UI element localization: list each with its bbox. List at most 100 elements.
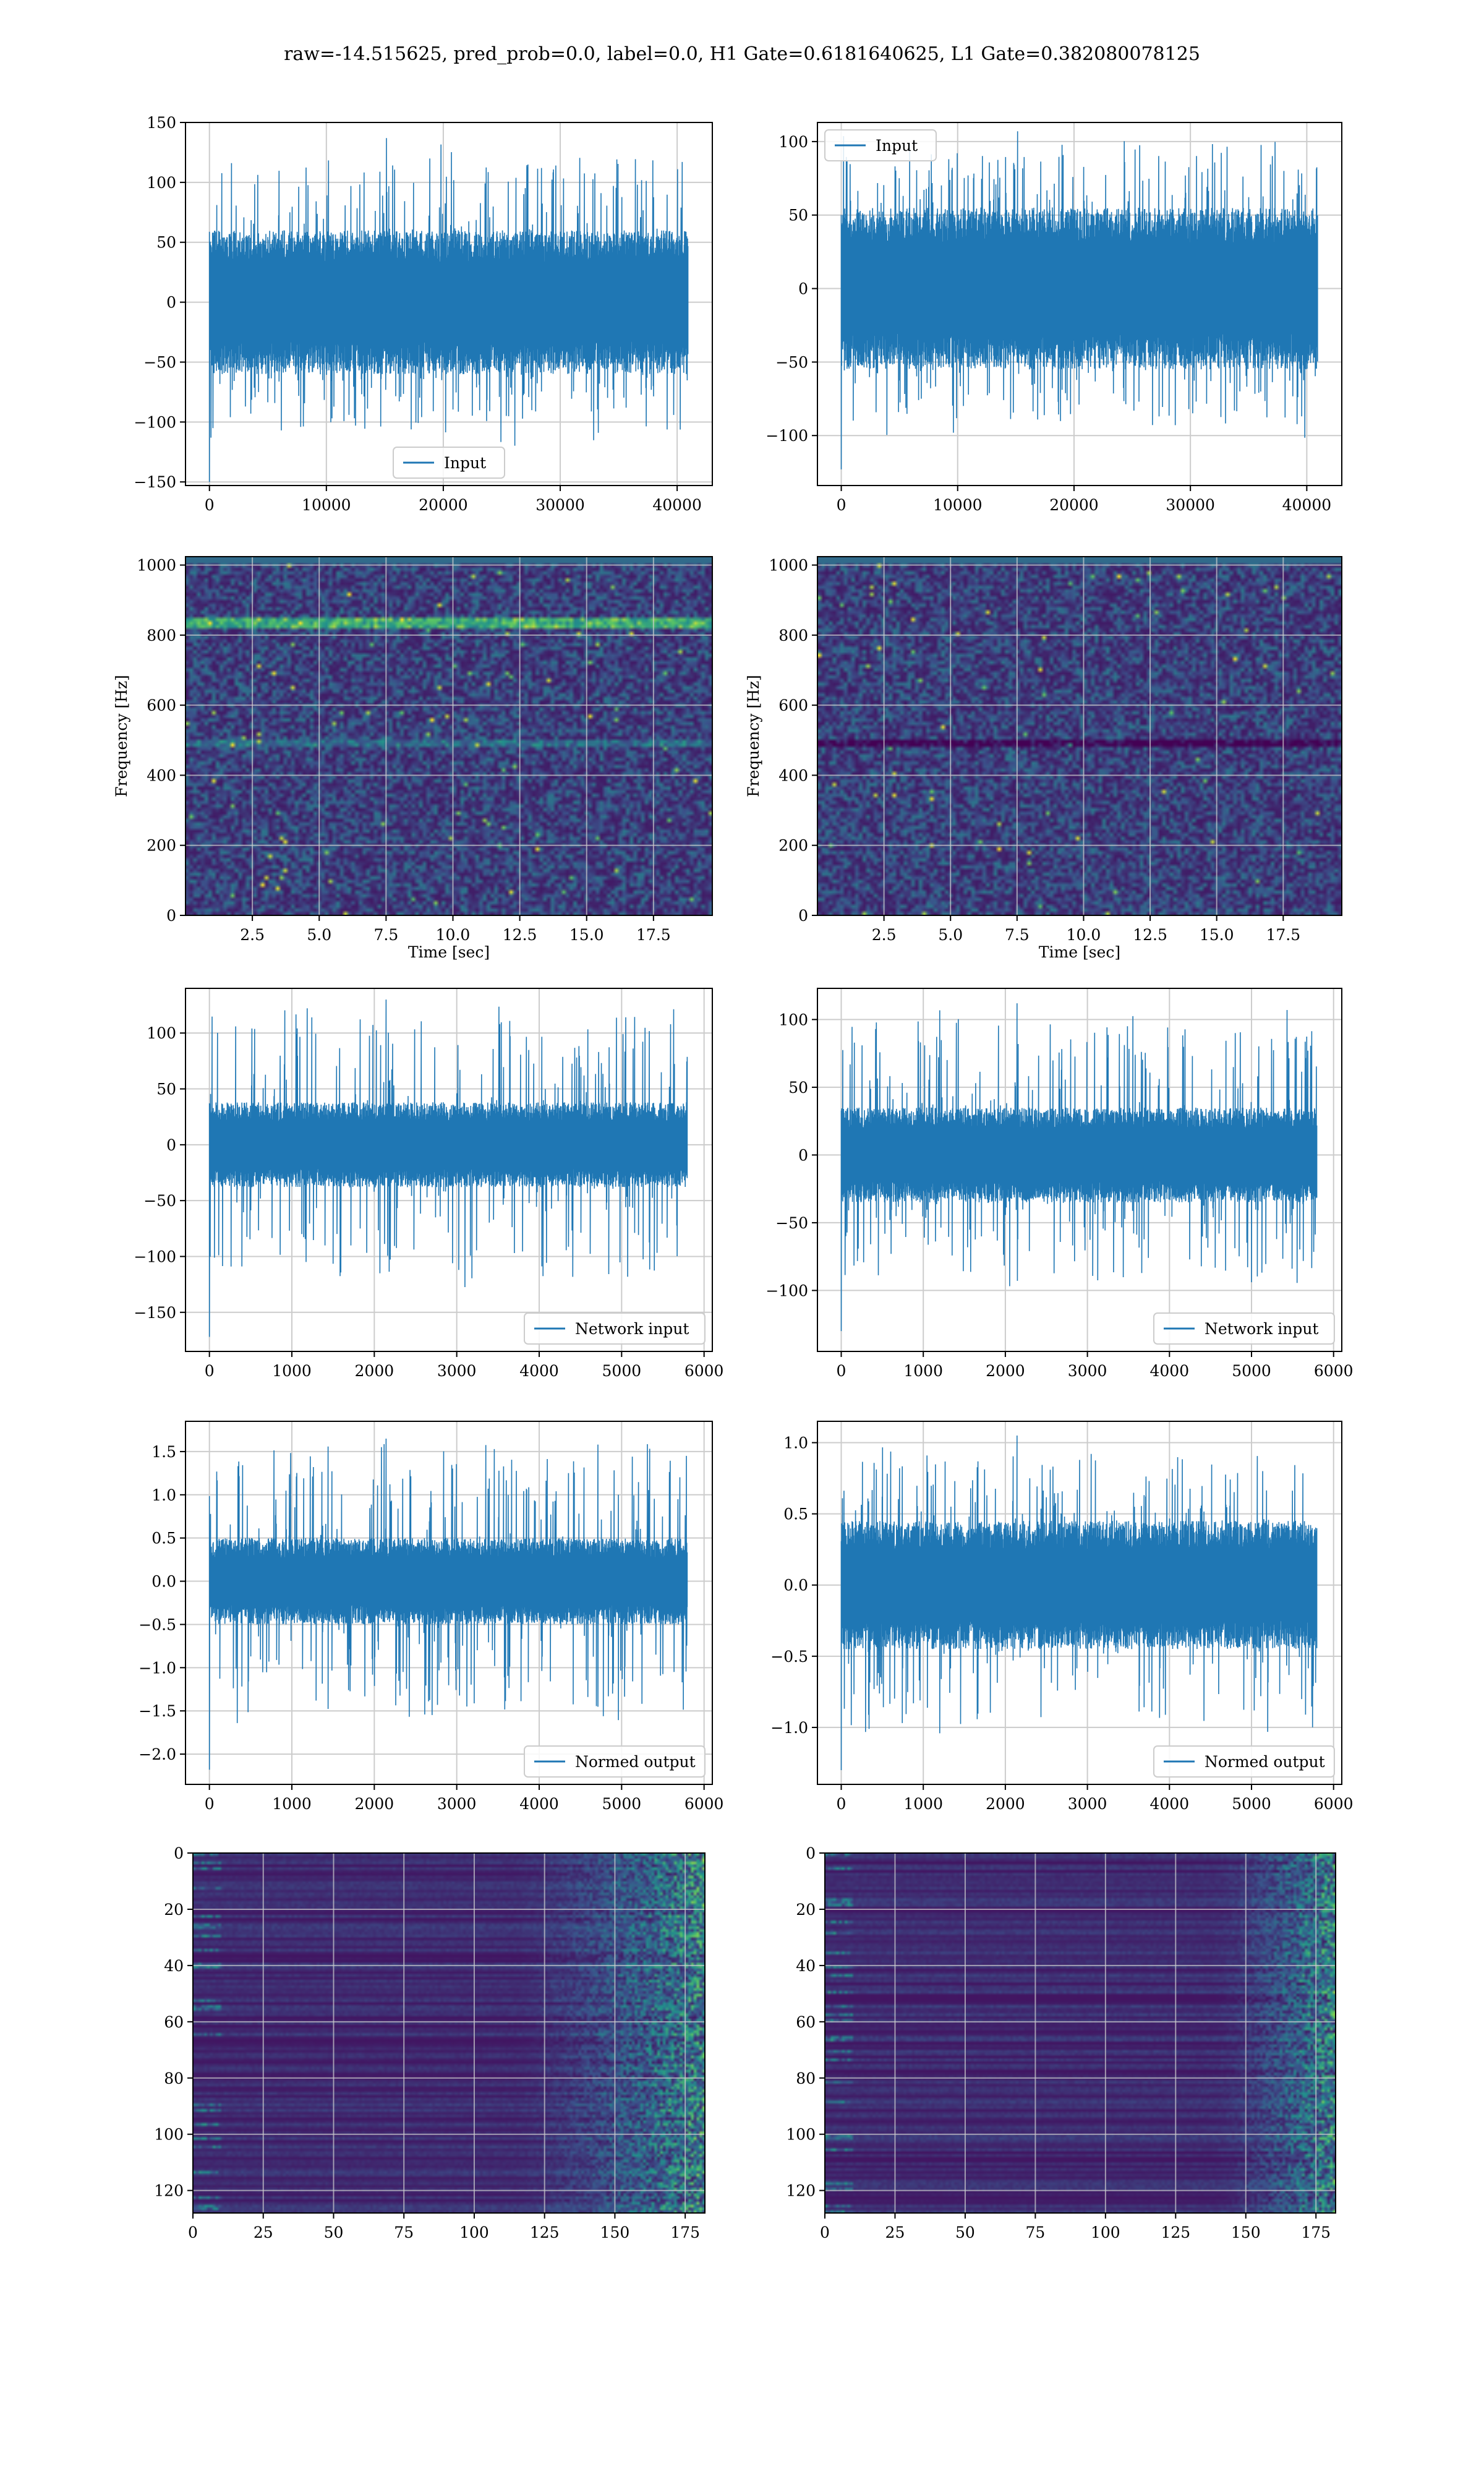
h1-spectrogram-ylabel: Frequency [Hz] [113, 675, 130, 797]
h1-spectrogram-xtick-label-6: 17.5 [636, 926, 671, 944]
h1-input-legend: Input [393, 447, 505, 479]
h1-spectrogram-xlabel: Time [sec] [408, 943, 490, 961]
h1-network-input-series-line [208, 999, 688, 1337]
h1-normed-output-ytick-label-7: 1.5 [151, 1443, 176, 1461]
h1-features-xtick-label-0: 0 [188, 2224, 198, 2241]
h1-network-input-ytick-label-5: 100 [147, 1024, 176, 1042]
h1-normed-output-legend: Normed output [524, 1745, 706, 1778]
h1-normed-output-legend-box [524, 1745, 706, 1778]
l1-network-input-xtick-label-0: 0 [837, 1362, 846, 1380]
h1-normed-output-xtick-label-0: 0 [205, 1795, 215, 1813]
l1-spectrogram-xtick-label-1: 5.0 [938, 926, 963, 944]
l1-spectrogram-xlabel: Time [sec] [1039, 943, 1120, 961]
h1-network-input-legend-box [524, 1312, 706, 1345]
l1-spectrogram-ytick-label-3: 600 [778, 696, 808, 714]
l1-input-ytick-label-4: 100 [778, 133, 808, 151]
h1-normed-output-ytick-label-0: −2.0 [139, 1745, 176, 1763]
h1-spectrogram-ytick-label-1: 200 [147, 837, 176, 855]
h1-input-ytick-label-4: 50 [156, 234, 176, 252]
h1-normed-output-xtick-label-3: 3000 [437, 1795, 477, 1813]
l1-normed-output-legend-box [1153, 1745, 1335, 1778]
l1-spectrogram-ytick-label-1: 200 [778, 837, 808, 855]
h1-spectrogram-frame [185, 556, 713, 916]
h1-normed-output-xtick-label-5: 5000 [602, 1795, 642, 1813]
h1-features-ytick-label-6: 120 [154, 2182, 184, 2200]
l1-features-xtick-label-3: 75 [1025, 2224, 1045, 2241]
h1-network-input-ytick-label-3: 0 [166, 1136, 176, 1154]
h1-normed-output-xtick-label-4: 4000 [519, 1795, 559, 1813]
l1-normed-output-ytick-label-4: 1.0 [783, 1434, 808, 1452]
h1-network-input-ytick-label-1: −100 [134, 1248, 176, 1265]
l1-normed-output-xtick-label-0: 0 [837, 1795, 846, 1813]
h1-features-ytick-label-5: 100 [154, 2126, 184, 2144]
l1-normed-output-legend: Normed output [1153, 1745, 1335, 1778]
l1-network-input-xtick-label-3: 3000 [1068, 1362, 1107, 1380]
h1-normed-output-frame [185, 1421, 713, 1785]
l1-network-input-legend-label: Network input [1205, 1320, 1318, 1338]
l1-network-input-xtick-label-5: 5000 [1232, 1362, 1271, 1380]
h1-spectrogram-ytick-label-4: 800 [147, 627, 176, 644]
h1-features-xtick-label-7: 175 [670, 2224, 700, 2241]
h1-features-ytick-label-3: 60 [164, 2013, 184, 2031]
h1-network-input-ytick-label-0: −150 [134, 1304, 176, 1322]
h1-features-ytick-label-0: 0 [174, 1844, 184, 1862]
l1-input-xtick-label-0: 0 [837, 496, 846, 514]
l1-input-legend-box [824, 129, 937, 161]
h1-network-input-ytick-label-2: −50 [143, 1192, 176, 1210]
l1-network-input-xtick-label-6: 6000 [1314, 1362, 1354, 1380]
l1-input-ytick-label-1: −50 [775, 353, 808, 371]
l1-network-input-legend: Network input [1153, 1312, 1335, 1345]
l1-spectrogram-ylabel: Frequency [Hz] [744, 675, 762, 797]
l1-input-ytick-label-0: −100 [765, 427, 808, 445]
l1-network-input-xtick-label-4: 4000 [1150, 1362, 1190, 1380]
h1-spectrogram-xtick-label-5: 15.0 [569, 926, 604, 944]
h1-spectrogram-xtick-label-1: 5.0 [307, 926, 331, 944]
h1-network-input-xtick-label-2: 2000 [355, 1362, 394, 1380]
h1-network-input-xtick-label-6: 6000 [684, 1362, 724, 1380]
l1-spectrogram-xtick-label-3: 10.0 [1067, 926, 1101, 944]
figure-title: raw=-14.515625, pred_prob=0.0, label=0.0… [284, 43, 1200, 65]
h1-spectrogram-xtick-label-2: 7.5 [373, 926, 398, 944]
h1-input-legend-label: Input [444, 454, 486, 472]
l1-network-input-ytick-label-3: 50 [788, 1079, 808, 1097]
h1-features-frame [192, 1852, 706, 2214]
l1-normed-output-xtick-label-3: 3000 [1068, 1795, 1107, 1813]
h1-features-ytick-label-2: 40 [164, 1957, 184, 1975]
h1-input-xtick-label-0: 0 [205, 496, 215, 514]
l1-features-frame [824, 1852, 1336, 2214]
h1-normed-output-ytick-label-1: −1.5 [139, 1702, 176, 1720]
h1-input-ytick-label-3: 0 [166, 294, 176, 312]
h1-features-xtick-label-6: 150 [600, 2224, 630, 2241]
l1-input-xtick-label-3: 30000 [1166, 496, 1215, 514]
l1-features-xtick-label-5: 125 [1161, 2224, 1190, 2241]
l1-input-xtick-label-4: 40000 [1282, 496, 1332, 514]
h1-spectrogram-ytick-label-3: 600 [147, 696, 176, 714]
l1-normed-output-series-line [840, 1435, 1318, 1771]
h1-network-input-chart: 0 1000 2000 3000 4000 5000 6000 −150 −100 −50 0 50 1… [134, 988, 723, 1380]
l1-input-frame [817, 122, 1342, 486]
l1-spectrogram-chart: 2.5 5.0 7.5 10.0 12.5 15.0 17.5 0 200 400 600 800 10… [744, 556, 1342, 961]
l1-spectrogram-xtick-label-0: 2.5 [872, 926, 897, 944]
h1-normed-output-chart: 0 1000 2000 3000 4000 5000 6000 −2.0 −1.5 −1.0 −0.… [139, 1421, 723, 1813]
h1-network-input-frame [185, 988, 713, 1352]
h1-normed-output-ytick-label-5: 0.5 [151, 1530, 176, 1547]
l1-network-input-ytick-label-0: −100 [765, 1282, 808, 1299]
l1-network-input-ytick-label-2: 0 [798, 1146, 808, 1164]
h1-normed-output-ytick-label-4: 0.0 [151, 1573, 176, 1591]
h1-features-heatmap-image [193, 1853, 705, 2213]
h1-normed-output-ytick-label-2: −1.0 [139, 1659, 176, 1677]
l1-spectrogram-xtick-label-5: 15.0 [1200, 926, 1234, 944]
l1-input-chart: 0 10000 20000 30000 40000 −100 −50 0 50 100 Input [765, 122, 1342, 514]
l1-features-ytick-label-4: 80 [796, 2070, 816, 2087]
l1-normed-output-chart: 0 1000 2000 3000 4000 5000 6000 −1.0 −0.5 0.0 0.5 1… [770, 1421, 1354, 1813]
h1-network-input-xtick-label-0: 0 [205, 1362, 215, 1380]
h1-features-ytick-label-1: 20 [164, 1901, 184, 1919]
l1-features-xtick-label-6: 150 [1231, 2224, 1261, 2241]
h1-features-chart: 0 25 50 75 100 125 150 175 0 20 40 60 80 100 120 [154, 1844, 706, 2241]
l1-features-chart: 0 25 50 75 100 125 150 175 0 20 40 60 80 100 120 [786, 1844, 1336, 2241]
h1-normed-output-xtick-label-1: 1000 [272, 1795, 312, 1813]
h1-features-xtick-label-3: 75 [394, 2224, 414, 2241]
l1-input-xtick-label-1: 10000 [933, 496, 983, 514]
h1-input-xtick-label-1: 10000 [302, 496, 351, 514]
h1-network-input-xtick-label-1: 1000 [272, 1362, 312, 1380]
